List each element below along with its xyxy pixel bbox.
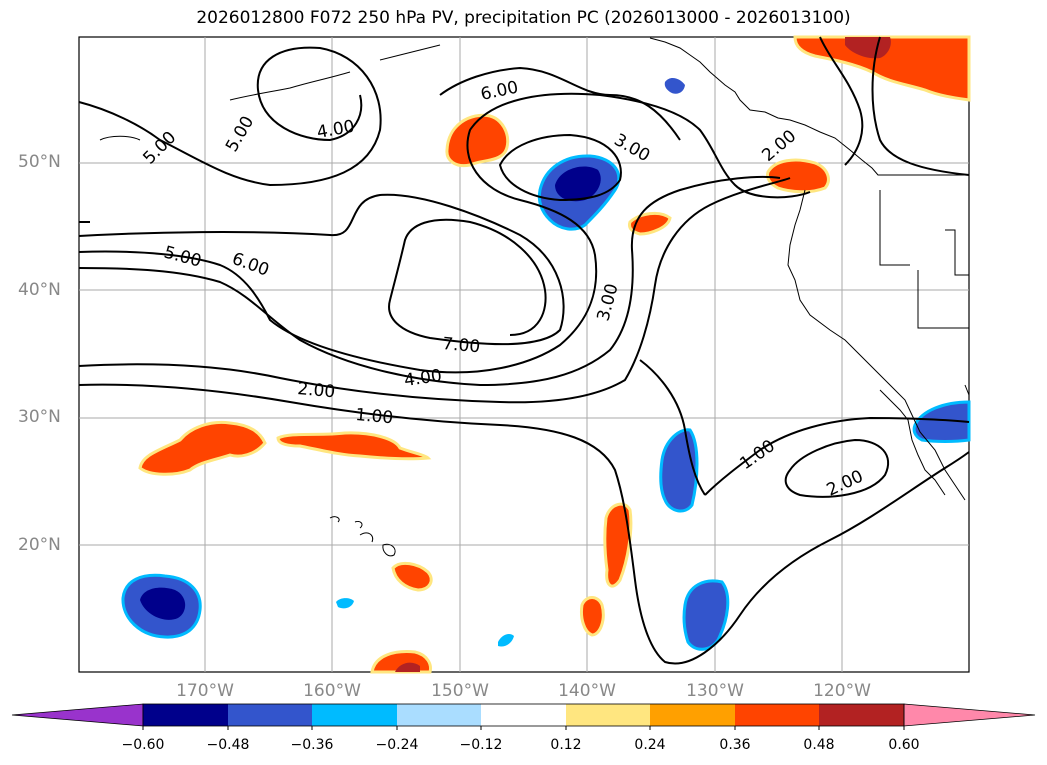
colorbar-tick-label: 0.60 <box>888 737 920 753</box>
lon-label: 170°W <box>176 681 234 701</box>
colorbar-tick-label: 0.36 <box>719 737 751 753</box>
colorbar-tick-label: −0.12 <box>459 737 503 753</box>
contour-label: 1.00 <box>355 405 394 428</box>
lon-label: 150°W <box>431 681 489 701</box>
grid-lines <box>79 37 969 672</box>
colorbar-extend-low <box>11 703 144 727</box>
colorbar-tick-label: −0.48 <box>206 737 250 753</box>
colorbar-tick-label: −0.60 <box>121 737 165 753</box>
colorbar-tick-label: 0.24 <box>634 737 666 753</box>
lat-label: 30°N <box>18 407 61 427</box>
lat-label: 50°N <box>18 152 61 172</box>
colorbar-tick-label: −0.36 <box>290 737 334 753</box>
lat-label: 20°N <box>18 535 61 555</box>
colorbar-tick-label: −0.24 <box>375 737 419 753</box>
lat-label: 40°N <box>18 280 61 300</box>
colorbar-segment <box>312 704 397 726</box>
colorbar-outline <box>142 703 905 727</box>
colorbar-segment <box>143 704 228 726</box>
pv-contours <box>78 36 970 665</box>
contour-label: 7.00 <box>442 334 481 357</box>
map-frame <box>78 36 970 673</box>
lon-label: 160°W <box>303 681 361 701</box>
colorbar-segment <box>566 704 650 726</box>
colorbar-tick-label: 0.48 <box>803 737 835 753</box>
coastlines <box>99 37 970 557</box>
colorbar-segment <box>650 704 735 726</box>
colorbar-segment <box>228 704 312 726</box>
colorbar-segment <box>481 704 566 726</box>
lon-label: 130°W <box>686 681 744 701</box>
colorbar-extend-high <box>903 703 1036 727</box>
colorbar-segments <box>11 703 1036 730</box>
precip-negative-areas <box>121 78 971 651</box>
colorbar-segment <box>819 704 904 726</box>
contour-label: 2.00 <box>297 379 336 402</box>
lon-label: 120°W <box>813 681 871 701</box>
lon-label: 140°W <box>558 681 616 701</box>
colorbar-segment <box>397 704 481 726</box>
chart-title: 2026012800 F072 250 hPa PV, precipitatio… <box>196 8 851 28</box>
colorbar-tick-label: 0.12 <box>550 737 582 753</box>
colorbar-segment <box>735 704 819 726</box>
precip-positive-areas <box>138 35 971 674</box>
